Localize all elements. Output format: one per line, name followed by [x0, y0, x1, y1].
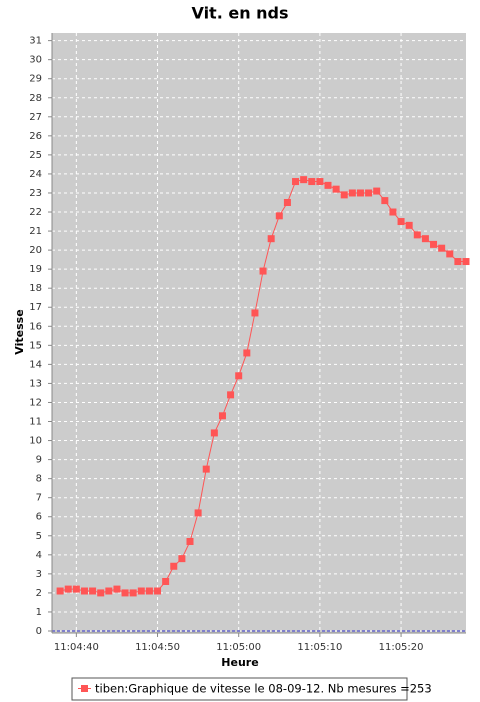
data-point: [275, 212, 283, 220]
chart-title: Vit. en nds: [191, 4, 288, 23]
data-point: [454, 258, 462, 266]
data-point: [267, 235, 275, 243]
data-point: [413, 231, 421, 239]
y-tick-label: 25: [29, 150, 42, 161]
data-point: [462, 258, 470, 266]
y-tick-label: 19: [29, 264, 42, 275]
data-point: [300, 176, 308, 184]
data-point: [72, 585, 80, 593]
data-point: [105, 587, 113, 595]
data-point: [113, 585, 121, 593]
data-point: [121, 589, 129, 597]
y-tick-label: 5: [36, 531, 42, 542]
data-point: [186, 537, 194, 545]
data-point: [348, 189, 356, 197]
data-point: [129, 589, 137, 597]
y-tick-label: 8: [36, 474, 42, 485]
y-tick-label: 22: [29, 207, 42, 218]
x-tick-label: 11:04:40: [54, 642, 99, 653]
data-point: [202, 465, 210, 473]
data-point: [421, 235, 429, 243]
y-tick-label: 21: [29, 226, 42, 237]
data-point: [430, 240, 438, 248]
y-tick-label: 7: [36, 493, 42, 504]
x-tick-label: 11:05:10: [297, 642, 342, 653]
data-point: [218, 412, 226, 420]
data-point: [356, 189, 364, 197]
data-point: [405, 221, 413, 229]
data-point: [316, 178, 324, 186]
data-point: [235, 372, 243, 380]
y-tick-label: 9: [36, 455, 42, 466]
y-tick-label: 24: [29, 169, 42, 180]
data-point: [194, 509, 202, 517]
y-tick-label: 4: [36, 550, 42, 561]
x-axis-label: Heure: [221, 656, 258, 669]
data-point: [389, 208, 397, 216]
data-point: [56, 587, 64, 595]
y-tick-label: 23: [29, 188, 42, 199]
data-point: [332, 185, 340, 193]
data-point: [227, 391, 235, 399]
data-point: [243, 349, 251, 357]
y-tick-label: 2: [36, 588, 42, 599]
y-tick-label: 18: [29, 283, 42, 294]
y-tick-label: 27: [29, 112, 42, 123]
data-point: [162, 577, 170, 585]
x-tick-label: 11:05:20: [379, 642, 424, 653]
y-tick-label: 29: [29, 74, 42, 85]
data-point: [145, 587, 153, 595]
x-tick-label: 11:05:00: [216, 642, 261, 653]
y-tick-label: 3: [36, 569, 42, 580]
y-tick-label: 20: [29, 245, 42, 256]
data-point: [259, 267, 267, 275]
legend-box: [71, 677, 408, 701]
y-tick-label: 31: [29, 36, 42, 47]
y-tick-label: 1: [36, 607, 42, 618]
data-point: [170, 562, 178, 570]
y-axis-label: Vitesse: [13, 309, 26, 354]
data-point: [283, 198, 291, 206]
data-point: [97, 589, 105, 597]
data-point: [446, 250, 454, 258]
data-point: [438, 244, 446, 252]
data-point: [80, 587, 88, 595]
x-tick-label: 11:04:50: [135, 642, 180, 653]
y-tick-label: 14: [29, 359, 42, 370]
data-point: [397, 218, 405, 226]
data-point: [340, 191, 348, 199]
y-tick-label: 15: [29, 340, 42, 351]
data-point: [178, 555, 186, 563]
y-tick-label: 30: [29, 55, 42, 66]
y-tick-label: 12: [29, 397, 42, 408]
y-tick-label: 16: [29, 321, 42, 332]
y-tick-label: 11: [29, 417, 42, 428]
data-point: [373, 187, 381, 195]
data-point: [308, 178, 316, 186]
data-point: [251, 309, 259, 317]
y-tick-label: 0: [36, 626, 42, 637]
data-point: [64, 585, 72, 593]
data-point: [381, 197, 389, 205]
data-point: [210, 429, 218, 437]
plot-background: [52, 33, 466, 633]
legend-label: tiben:Graphique de vitesse le 08-09-12. …: [95, 682, 432, 696]
data-point: [292, 178, 300, 186]
y-tick-label: 17: [29, 302, 42, 313]
data-point: [365, 189, 373, 197]
data-point: [89, 587, 97, 595]
data-point: [324, 181, 332, 189]
y-tick-label: 28: [29, 93, 42, 104]
data-point: [137, 587, 145, 595]
y-tick-label: 26: [29, 131, 42, 142]
y-tick-label: 6: [36, 512, 42, 523]
data-point: [154, 587, 162, 595]
y-tick-label: 10: [29, 436, 42, 447]
y-tick-label: 13: [29, 378, 42, 389]
